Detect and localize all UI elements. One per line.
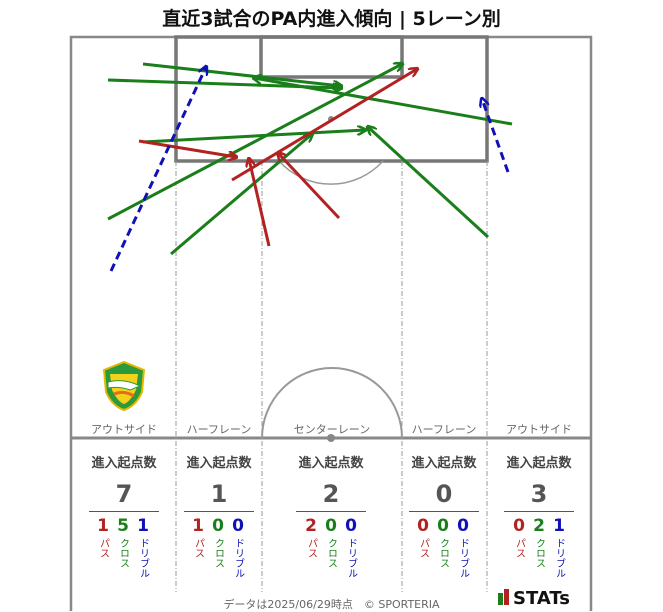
lane-label-right-outside: アウトサイド — [506, 423, 572, 436]
lane-stats-3: 進入起点数 0 — [404, 452, 484, 512]
pass-arrow — [278, 153, 341, 220]
dribble-label: ドリブル — [345, 538, 357, 578]
cross-arrow — [170, 134, 312, 256]
dribble-count: 0 ドリブル — [228, 516, 248, 578]
lane-label-right-halfspace: ハーフレーン — [411, 423, 477, 436]
pass-count: 0 パス — [413, 516, 433, 558]
dribble-count-value: 0 — [345, 516, 357, 536]
cross-count: 0 クロス — [321, 516, 341, 568]
cross-count-value: 0 — [325, 516, 337, 536]
stat-total: 3 — [530, 480, 548, 508]
cross-label: クロス — [117, 538, 129, 568]
dribble-count-value: 0 — [232, 516, 244, 536]
lane-label-left-outside: アウトサイド — [91, 423, 157, 436]
pass-label: パス — [192, 538, 204, 558]
penalty-area — [174, 35, 489, 163]
center-circle — [261, 367, 403, 439]
cross-arrow — [142, 62, 341, 86]
cross-count-value: 0 — [437, 516, 449, 536]
dribble-label: ドリブル — [232, 538, 244, 578]
chart-title: 直近3試合のPA内進入傾向 | 5レーン別 — [162, 8, 501, 30]
stat-total: 2 — [322, 480, 340, 508]
cross-label: クロス — [325, 538, 337, 568]
stats-logo: STATs — [498, 588, 570, 609]
cross-arrow — [368, 127, 490, 239]
pass-count: 1 パス — [188, 516, 208, 558]
cross-label: クロス — [212, 538, 224, 568]
pass-arrow — [249, 159, 271, 247]
penalty-arc — [278, 160, 384, 185]
cross-label: クロス — [437, 538, 449, 568]
pass-count-value: 2 — [305, 516, 317, 536]
cross-count-value: 0 — [212, 516, 224, 536]
stat-header: 進入起点数 — [506, 456, 572, 471]
stat-header: 進入起点数 — [91, 456, 157, 471]
stat-rule — [409, 511, 479, 512]
stat-rule — [89, 511, 159, 512]
pass-count: 0 パス — [509, 516, 529, 558]
lane-label-center: センターレーン — [293, 423, 371, 436]
lane-dividers — [175, 161, 488, 592]
stat-rule — [184, 511, 254, 512]
cross-arrow — [107, 64, 402, 221]
pass-label: パス — [513, 538, 525, 558]
dribble-count-value: 0 — [457, 516, 469, 536]
stat-header: 進入起点数 — [186, 456, 252, 471]
lane-stats-4: 進入起点数 3 — [499, 452, 579, 512]
stat-total: 0 — [435, 480, 453, 508]
goal-area — [259, 35, 404, 79]
dribble-count: 1 ドリブル — [549, 516, 569, 578]
pass-arrow — [138, 139, 236, 157]
cross-count: 5 クロス — [113, 516, 133, 568]
dribble-count: 0 ドリブル — [453, 516, 473, 578]
pass-count: 1 パス — [93, 516, 113, 558]
team-crest-logo — [102, 360, 146, 412]
pass-count: 2 パス — [301, 516, 321, 558]
cross-count: 0 クロス — [433, 516, 453, 568]
pass-count-value: 0 — [513, 516, 525, 536]
dribble-count-value: 1 — [553, 516, 565, 536]
cross-count: 0 クロス — [208, 516, 228, 568]
pass-count-value: 1 — [192, 516, 204, 536]
footer-note: データは2025/06/29時点 © SPORTERIA — [223, 598, 440, 611]
stat-total: 1 — [210, 480, 228, 508]
pass-arrow — [231, 69, 417, 182]
logo-text: STATs — [513, 588, 570, 609]
stat-header: 進入起点数 — [298, 456, 364, 471]
cross-arrow — [142, 130, 365, 144]
lane-stats-2: 進入起点数 2 — [291, 452, 371, 512]
center-spot — [327, 434, 335, 442]
dribble-count: 1 ドリブル — [133, 516, 153, 578]
pass-label: パス — [305, 538, 317, 558]
dribble-label: ドリブル — [137, 538, 149, 578]
stat-header: 進入起点数 — [411, 456, 477, 471]
lane-stats-0: 進入起点数 7 — [84, 452, 164, 512]
dribble-count: 0 ドリブル — [341, 516, 361, 578]
dribble-count-value: 1 — [137, 516, 149, 536]
cross-label: クロス — [533, 538, 545, 568]
lane-stats-1: 進入起点数 1 — [179, 452, 259, 512]
logo-mark-icon — [504, 589, 509, 605]
stat-rule — [296, 511, 366, 512]
stat-total: 7 — [115, 480, 133, 508]
cross-count-value: 5 — [117, 516, 129, 536]
pass-count-value: 1 — [97, 516, 109, 536]
pass-count-value: 0 — [417, 516, 429, 536]
pass-label: パス — [417, 538, 429, 558]
logo-mark-icon — [498, 593, 503, 605]
lane-label-left-halfspace: ハーフレーン — [186, 423, 252, 436]
cross-count-value: 2 — [533, 516, 545, 536]
pass-label: パス — [97, 538, 109, 558]
dribble-arrow — [109, 67, 206, 272]
arrow-layer — [107, 62, 513, 272]
stat-rule — [504, 511, 574, 512]
cross-count: 2 クロス — [529, 516, 549, 568]
dribble-label: ドリブル — [553, 538, 565, 578]
cross-arrow — [107, 78, 341, 88]
dribble-label: ドリブル — [457, 538, 469, 578]
